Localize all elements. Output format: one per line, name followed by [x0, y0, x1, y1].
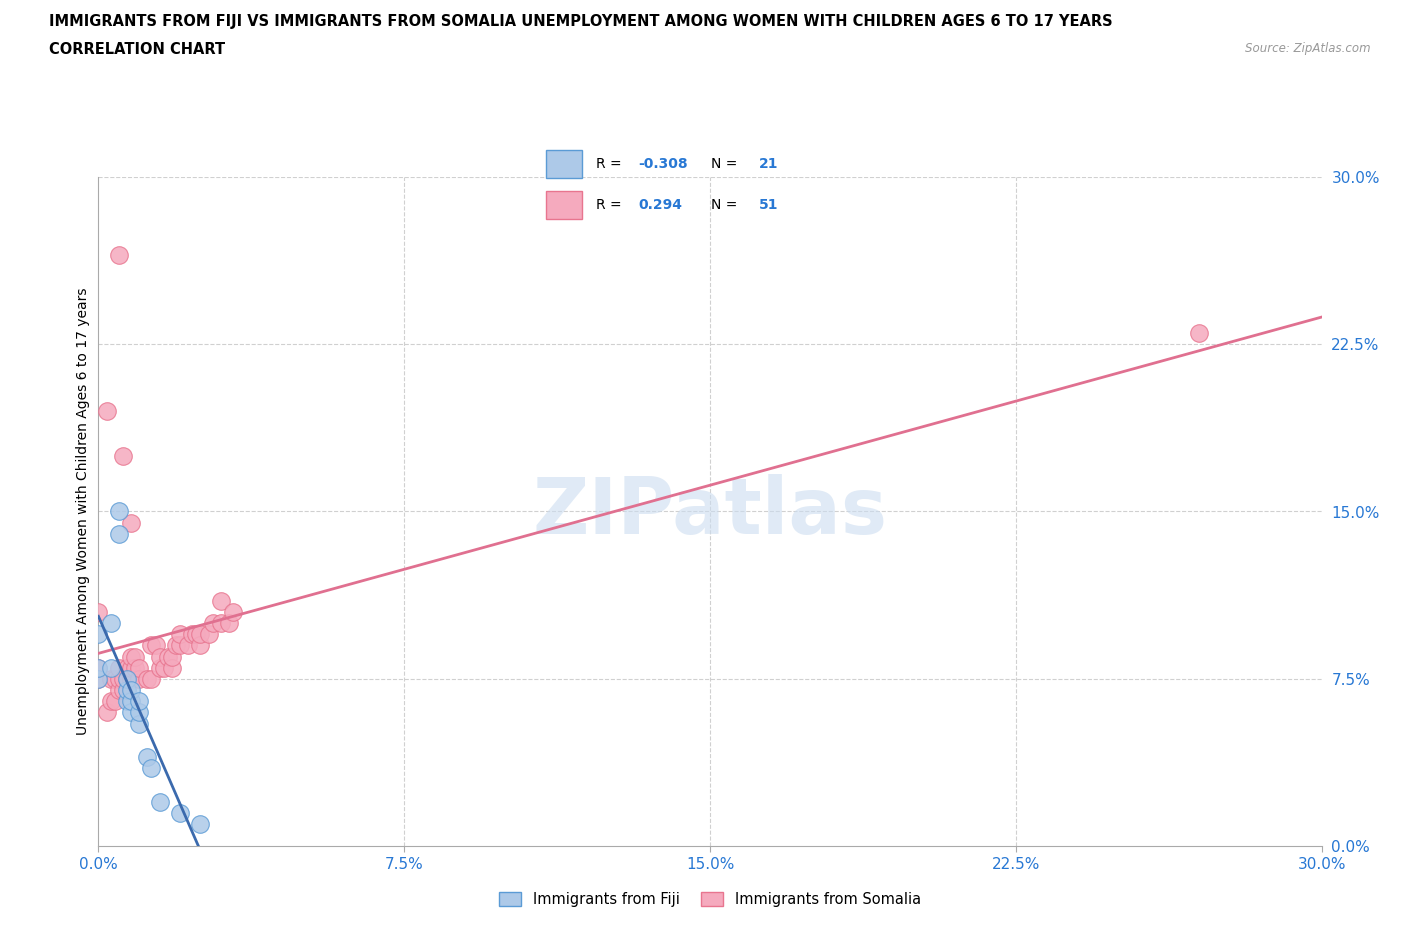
Point [108, 247, 131, 262]
FancyBboxPatch shape [546, 150, 582, 179]
Point [100, 616, 122, 631]
Point [128, 705, 150, 720]
Point [124, 649, 146, 664]
Point [111, 448, 134, 463]
Point [128, 671, 150, 686]
Point [120, 694, 142, 709]
Point [141, 638, 163, 653]
Text: R =: R = [596, 198, 630, 212]
Point [108, 526, 131, 541]
Text: ZIPatlas: ZIPatlas [533, 473, 887, 550]
Point [160, 660, 183, 675]
Point [111, 671, 134, 686]
Point [115, 671, 138, 686]
Y-axis label: Unemployment Among Women with Children Ages 6 to 17 years: Unemployment Among Women with Children A… [76, 287, 90, 736]
Point [111, 683, 134, 698]
Point [104, 694, 127, 709]
Point [108, 671, 131, 686]
Point [186, 627, 208, 642]
Point [115, 694, 138, 709]
Point [145, 638, 167, 653]
Text: N =: N = [711, 198, 742, 212]
Point [165, 638, 187, 653]
Point [209, 616, 232, 631]
Text: 21: 21 [759, 157, 779, 171]
Point [149, 649, 172, 664]
FancyBboxPatch shape [546, 191, 582, 219]
Point [124, 660, 146, 675]
Point [87, 671, 110, 686]
Text: Source: ZipAtlas.com: Source: ZipAtlas.com [1246, 42, 1371, 55]
Point [141, 761, 163, 776]
Point [104, 671, 127, 686]
Point [197, 627, 219, 642]
Point [87, 671, 110, 686]
Point [96, 705, 118, 720]
Point [120, 705, 142, 720]
Point [149, 660, 172, 675]
Point [96, 404, 118, 418]
Point [108, 504, 131, 519]
Text: -0.308: -0.308 [638, 157, 688, 171]
Legend: Immigrants from Fiji, Immigrants from Somalia: Immigrants from Fiji, Immigrants from So… [494, 886, 927, 912]
Point [87, 627, 110, 642]
Point [128, 694, 150, 709]
Point [115, 683, 138, 698]
Point [100, 694, 122, 709]
Point [169, 805, 191, 820]
Point [177, 638, 200, 653]
Point [152, 660, 174, 675]
Point [108, 683, 131, 698]
Point [100, 660, 122, 675]
Point [188, 817, 212, 831]
Point [160, 649, 183, 664]
Point [128, 660, 150, 675]
Text: R =: R = [596, 157, 626, 171]
Point [169, 627, 191, 642]
Point [156, 649, 179, 664]
Point [87, 660, 110, 675]
Point [209, 593, 232, 608]
Point [120, 660, 142, 675]
Point [188, 627, 212, 642]
Point [120, 649, 142, 664]
Point [149, 794, 172, 809]
Point [120, 515, 142, 530]
Point [120, 683, 142, 698]
Point [1188, 326, 1211, 340]
Point [115, 671, 138, 686]
Point [169, 638, 191, 653]
Text: CORRELATION CHART: CORRELATION CHART [49, 42, 225, 57]
Text: 0.294: 0.294 [638, 198, 682, 212]
Point [108, 660, 131, 675]
Point [222, 604, 245, 619]
Text: 51: 51 [759, 198, 779, 212]
Point [188, 638, 212, 653]
Point [136, 750, 159, 764]
Point [181, 627, 204, 642]
Point [115, 660, 138, 675]
Point [128, 716, 150, 731]
Point [100, 671, 122, 686]
Point [87, 660, 110, 675]
Point [120, 671, 142, 686]
Text: N =: N = [711, 157, 742, 171]
Point [136, 671, 159, 686]
Point [218, 616, 240, 631]
Point [87, 604, 110, 619]
Point [141, 671, 163, 686]
Text: IMMIGRANTS FROM FIJI VS IMMIGRANTS FROM SOMALIA UNEMPLOYMENT AMONG WOMEN WITH CH: IMMIGRANTS FROM FIJI VS IMMIGRANTS FROM … [49, 14, 1112, 29]
Point [201, 616, 224, 631]
